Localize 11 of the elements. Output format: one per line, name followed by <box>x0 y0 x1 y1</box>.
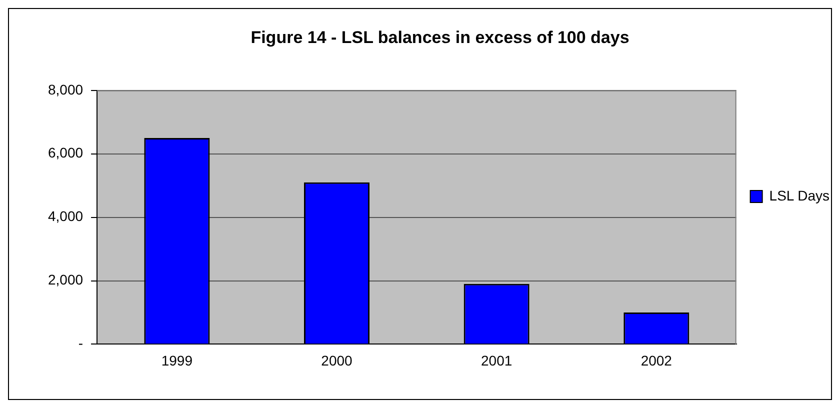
x-tick-label: 2001 <box>481 352 512 368</box>
y-tick-label: 4,000 <box>48 208 84 224</box>
y-tick-label: 8,000 <box>48 81 84 98</box>
chart-title: Figure 14 - LSL balances in excess of 100 days <box>250 28 630 47</box>
x-tick-label: 2002 <box>640 352 672 368</box>
legend-label: LSL Days <box>769 187 830 204</box>
y-tick-label: 2,000 <box>48 272 84 288</box>
x-tick-label: 1999 <box>161 352 193 368</box>
x-tick-label: 2000 <box>321 352 353 368</box>
y-tick-label: - <box>78 335 84 352</box>
y-tick-label: 6,000 <box>48 144 84 161</box>
